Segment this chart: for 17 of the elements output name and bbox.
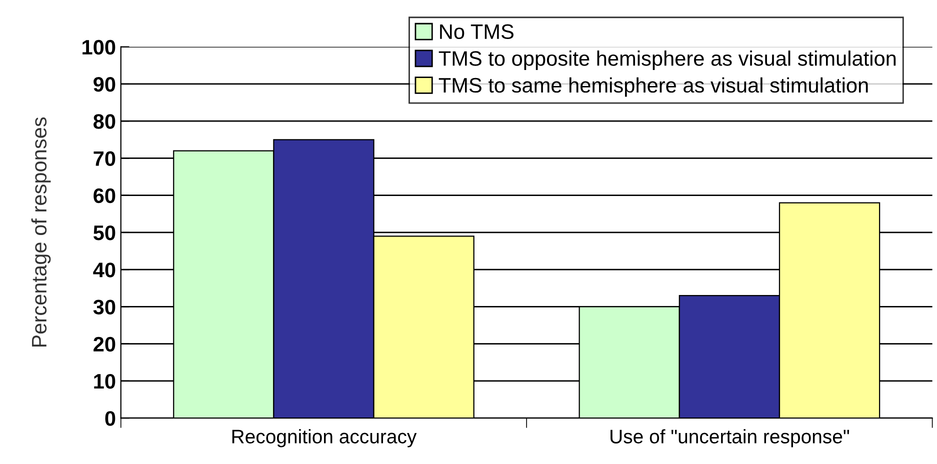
- y-tick-label: 0: [105, 411, 116, 426]
- legend-label: TMS to same hemisphere as visual stimulation: [438, 77, 868, 97]
- y-tick-label: 40: [93, 262, 116, 278]
- y-tick-label: 60: [94, 188, 116, 204]
- y-tick-label: 10: [94, 374, 116, 389]
- y-tick-label: 100: [82, 40, 116, 55]
- y-tick-label: 90: [94, 76, 116, 92]
- legend-label: No TMS: [440, 24, 514, 40]
- y-tick-label: 50: [93, 225, 116, 240]
- x-tick-label: Recognition accuracy: [232, 429, 417, 448]
- y-tick-label: 80: [94, 114, 116, 129]
- y-tick-label: 20: [94, 336, 116, 352]
- y-tick-label: 70: [94, 151, 116, 166]
- y-axis-title: Percentage of responses: [31, 117, 51, 347]
- y-tick-label: 30: [93, 300, 116, 314]
- x-tick-label: Use of "uncertain response": [610, 429, 850, 448]
- legend-label: TMS to opposite hemisphere as visual stimulation: [438, 50, 896, 70]
